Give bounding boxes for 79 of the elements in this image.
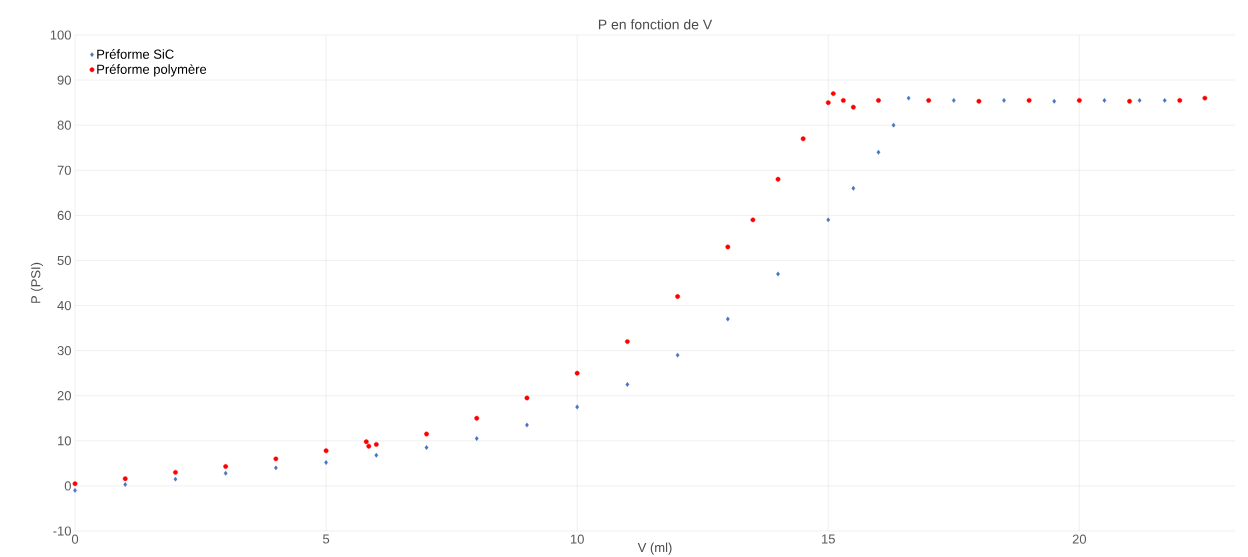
- point: [725, 316, 730, 322]
- y-tick-label: 70: [57, 165, 71, 175]
- point: [1162, 97, 1167, 103]
- point: [424, 431, 429, 437]
- point: [524, 395, 530, 401]
- point: [122, 476, 128, 482]
- point: [363, 439, 369, 445]
- y-tick-label: 40: [57, 300, 71, 311]
- point: [775, 176, 781, 182]
- point: [525, 422, 529, 428]
- point: [474, 436, 479, 441]
- point: [1002, 97, 1006, 103]
- y-tick-label: -10: [53, 526, 71, 536]
- point: [906, 95, 911, 101]
- x-tick-label: 20: [1072, 534, 1087, 544]
- point: [850, 104, 856, 110]
- y-tick-label: 60: [57, 210, 71, 220]
- y-tick-label: 90: [57, 75, 71, 85]
- y-tick-label: 10: [58, 436, 71, 446]
- x-axis-title: V (ml): [637, 542, 672, 555]
- point: [173, 469, 178, 475]
- point: [725, 244, 731, 250]
- point: [750, 217, 756, 223]
- point: [1177, 97, 1183, 103]
- x-tick-label: 15: [822, 534, 835, 544]
- point: [1102, 97, 1107, 103]
- point: [72, 481, 78, 487]
- chart-title: P en fonction de V: [598, 19, 713, 30]
- point: [474, 415, 480, 421]
- y-tick-label: 80: [57, 120, 71, 130]
- point: [876, 97, 881, 103]
- point: [274, 465, 278, 471]
- point: [624, 339, 630, 345]
- point: [173, 476, 178, 482]
- point: [324, 460, 328, 465]
- point: [223, 470, 228, 476]
- legend-label: Préforme SiC: [97, 49, 174, 59]
- point: [1052, 98, 1057, 104]
- y-tick-label: 20: [57, 391, 71, 401]
- point: [1202, 95, 1208, 101]
- point: [951, 97, 956, 103]
- point: [1076, 97, 1082, 103]
- x-tick-label: 5: [323, 534, 330, 544]
- point: [574, 370, 580, 376]
- point: [800, 136, 806, 142]
- y-tick-label: 30: [57, 346, 71, 356]
- point: [675, 352, 680, 358]
- point: [840, 97, 846, 103]
- point: [976, 98, 982, 104]
- y-tick-label: 50: [57, 255, 71, 266]
- x-tick-label: 10: [570, 534, 584, 544]
- point: [891, 122, 896, 128]
- point: [374, 452, 379, 458]
- y-tick-label: 0: [64, 481, 71, 491]
- point: [1137, 97, 1142, 103]
- y-axis-title: P (PSI): [30, 262, 43, 303]
- y-tick-label: 100: [50, 30, 71, 40]
- point: [825, 100, 831, 106]
- legend-label: Préforme polymère: [97, 64, 207, 77]
- point: [776, 271, 780, 277]
- point: [424, 445, 429, 450]
- point: [1026, 97, 1032, 103]
- point: [625, 382, 630, 387]
- point: [1127, 98, 1132, 104]
- point: [826, 217, 831, 223]
- point: [323, 448, 329, 454]
- point: [223, 464, 229, 469]
- point: [273, 456, 279, 462]
- point: [876, 149, 881, 155]
- point: [366, 443, 372, 449]
- point: [851, 185, 856, 191]
- point: [575, 404, 580, 410]
- point: [123, 482, 128, 487]
- point: [926, 97, 932, 103]
- point: [73, 488, 77, 493]
- point: [830, 91, 836, 97]
- point: [675, 294, 681, 299]
- x-tick-label: 0: [71, 534, 79, 544]
- point: [373, 442, 379, 447]
